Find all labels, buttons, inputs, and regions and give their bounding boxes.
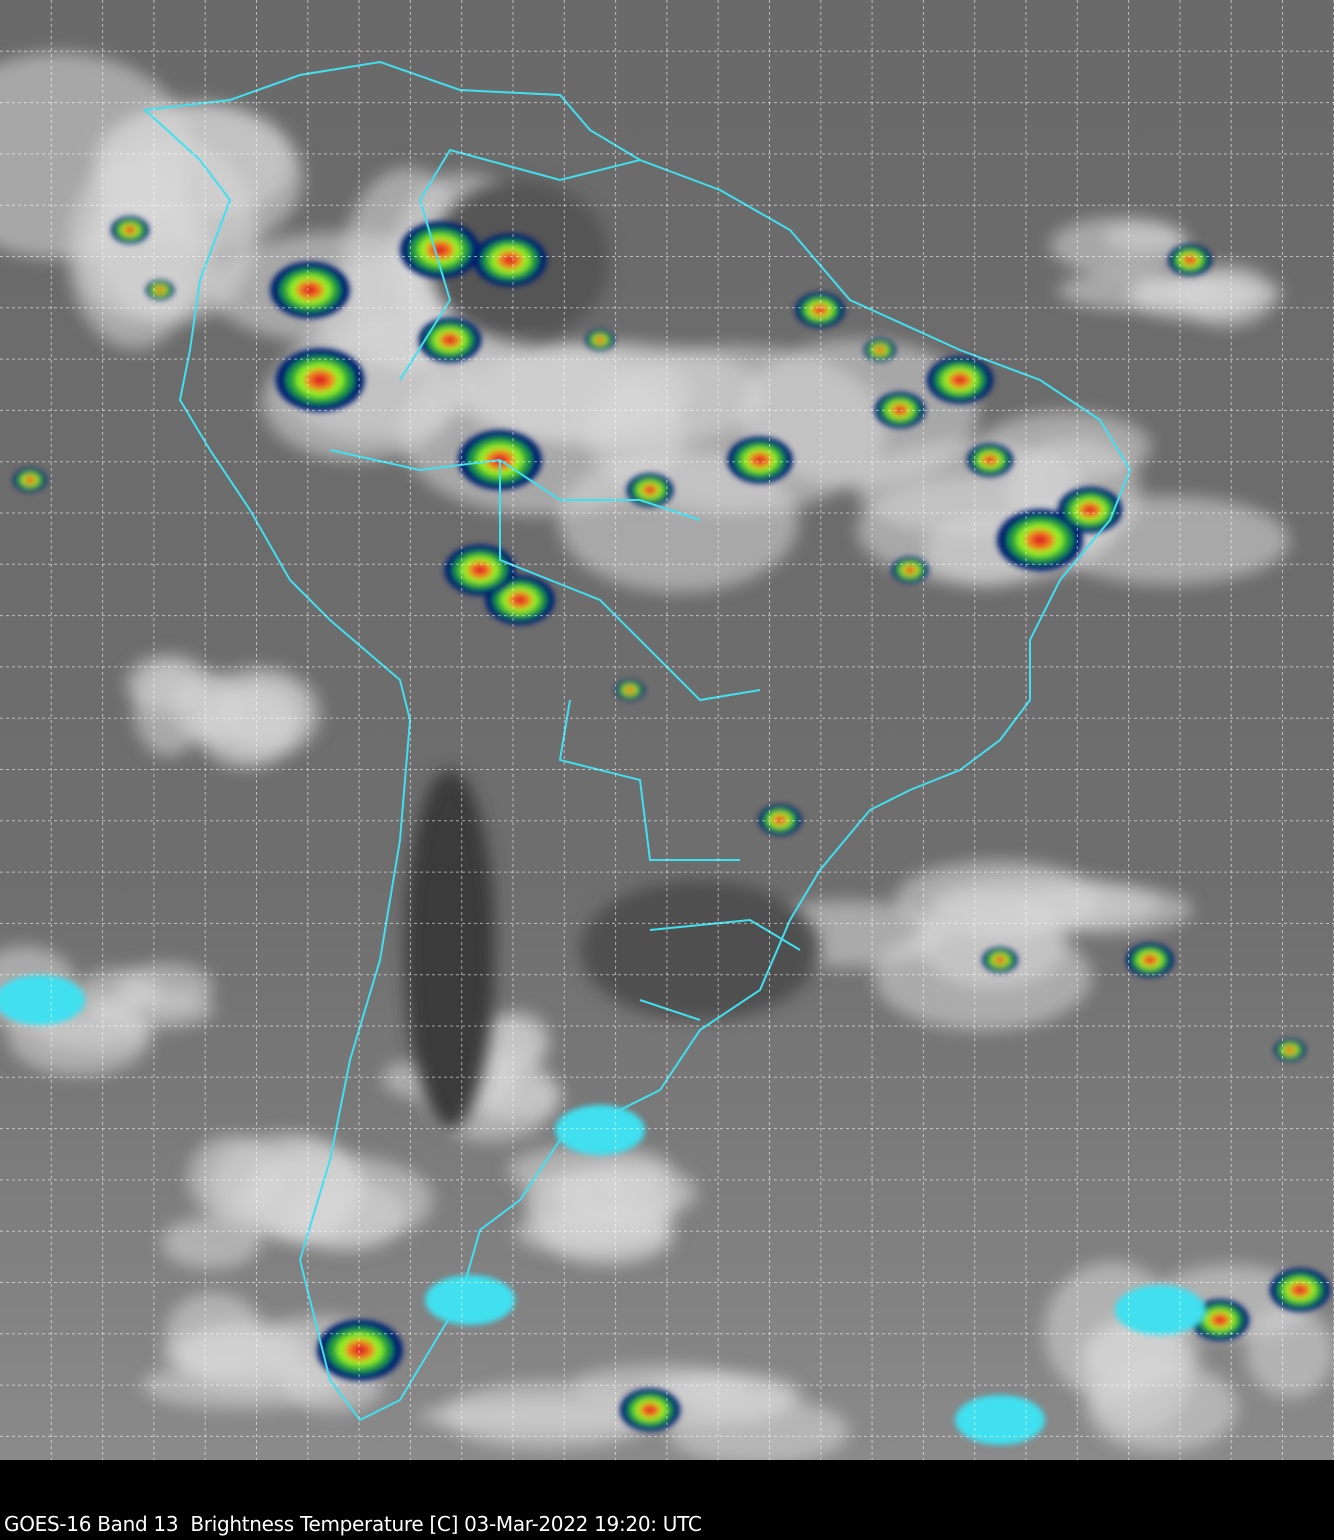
cloud [1246,1306,1334,1398]
image-caption: GOES-16 Band 13 Brightness Temperature [… [4,1512,702,1536]
storm-cell [302,284,318,296]
storm-cell [1294,1286,1306,1294]
storm-cell [953,375,967,385]
storm-cell [1186,257,1194,263]
lat-lon-grid [0,0,1334,1460]
storm-cell [754,455,766,465]
south-america-coastline [142,60,1132,1422]
storm-cell [1032,534,1048,546]
storm-cell [26,477,34,483]
storm-cell [1287,1047,1293,1053]
cloud [874,922,1092,1031]
storm-cell [996,957,1004,963]
storm-cell [513,595,527,605]
cold-cloud [1115,1285,1205,1335]
cloud [161,1216,262,1269]
storm-cell [815,306,825,314]
storm-cell [645,486,655,494]
storm-cell [157,288,163,292]
cloud [522,1166,679,1226]
cold-cloud [955,1395,1045,1445]
cloud [468,341,767,448]
storm-cell [597,338,603,342]
country-borders [142,60,1132,1422]
storm-cell [352,1344,368,1356]
storm-cell [473,565,487,575]
storm-cell [126,227,134,233]
storm-cell [644,1406,656,1414]
cloud [0,52,195,259]
storm-cell [1084,505,1096,515]
land-dark-areas [405,180,820,1130]
internal-borders [329,148,801,1021]
storm-cell [1214,1316,1226,1324]
cloud [1086,1361,1238,1453]
cold-cloud [0,975,85,1025]
cloud [1129,275,1283,312]
satellite-map [0,0,1334,1460]
cloud [161,1330,299,1375]
cloud [1104,222,1185,254]
storm-cell [311,374,329,386]
storm-cell [503,255,517,265]
storm-cell [627,688,633,692]
cold-cloud [425,1275,515,1325]
convective-storms [0,216,1331,1445]
cloud [667,1397,849,1460]
storm-cell [906,567,914,573]
cloud [194,686,297,769]
cloud [667,1374,802,1414]
cloud [234,1154,434,1246]
cloud [90,990,215,1029]
storm-cell [444,335,456,345]
storm-cell [1145,956,1155,964]
storm-cell [877,347,883,353]
cloud [558,449,799,593]
cloud [440,1381,655,1450]
cold-cloud [555,1105,645,1155]
storm-cell [776,817,784,823]
